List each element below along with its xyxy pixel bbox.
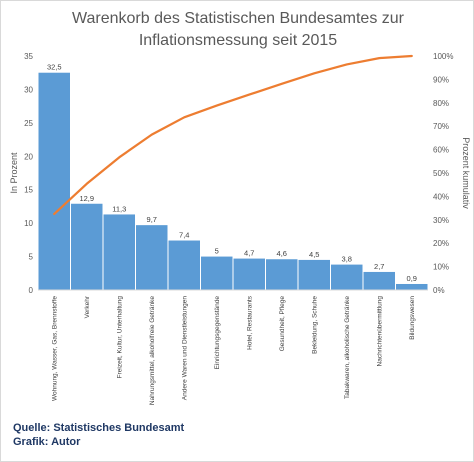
- y-tick-label: 30: [24, 85, 33, 94]
- chart-title-line-2: Inflationsmessung seit 2015: [139, 32, 337, 49]
- data-label: 2,7: [374, 262, 384, 271]
- y2-tick-label: 40%: [433, 192, 449, 201]
- chart-title-line-1: Warenkorb des Statistischen Bundesamtes …: [72, 10, 405, 27]
- data-label: 5: [215, 247, 219, 256]
- category-label: Tabakwaren, alkoholische Getränke: [344, 296, 351, 399]
- y-tick-label: 25: [24, 119, 33, 128]
- y-tick-label: 35: [24, 52, 33, 61]
- data-label: 3,8: [342, 255, 352, 264]
- y2-tick-label: 10%: [433, 263, 449, 272]
- y-tick-label: 20: [24, 152, 33, 161]
- data-label: 12,9: [79, 194, 94, 203]
- category-label: Verkehr: [84, 295, 91, 318]
- bar: [331, 264, 363, 290]
- y2-tick-label: 80%: [433, 99, 449, 108]
- data-label: 11,3: [112, 204, 126, 213]
- bar: [298, 259, 330, 290]
- data-label: 32,5: [47, 63, 62, 72]
- y2-axis-title: Prozent kumulativ: [461, 137, 471, 209]
- data-label: 9,7: [147, 215, 157, 224]
- y2-tick-label: 30%: [433, 216, 449, 225]
- y2-tick-label: 0%: [433, 286, 445, 295]
- y2-tick-label: 70%: [433, 122, 449, 131]
- cumulative-line: [53, 54, 413, 216]
- category-label: Bekleidung, Schuhe: [311, 296, 318, 354]
- category-label: Andere Waren und Dienstleistungen: [181, 296, 188, 401]
- bar: [233, 258, 265, 290]
- category-label: Hotel, Restaurants: [246, 295, 253, 350]
- y-tick-label: 0: [29, 286, 34, 295]
- bar: [363, 271, 395, 290]
- data-label: 0,9: [407, 274, 417, 283]
- y2-tick-label: 60%: [433, 146, 449, 155]
- data-label: 4,7: [244, 249, 254, 258]
- y-tick-label: 10: [24, 219, 33, 228]
- y-tick-label: 5: [29, 253, 34, 262]
- source-line: Quelle: Statistisches Bundesamt: [13, 422, 185, 434]
- source-note: Quelle: Statistisches Bundesamt Grafik: …: [13, 421, 184, 449]
- y2-tick-label: 20%: [433, 239, 449, 248]
- data-label: 4,5: [309, 250, 319, 259]
- data-label: 7,4: [179, 231, 189, 240]
- bar: [396, 283, 428, 290]
- data-label: 4,6: [277, 249, 287, 258]
- bar: [136, 225, 168, 290]
- category-label: Wohnung, Wasser, Gas, Brennstoffe: [51, 296, 58, 401]
- bar: [103, 214, 135, 290]
- bar: [38, 72, 70, 290]
- category-label: Nahrungsmittel, alkoholfreie Getränke: [149, 296, 156, 405]
- y2-tick-label: 90%: [433, 75, 449, 84]
- bar: [168, 240, 200, 290]
- category-label: Einrichtungsgegenstände: [214, 296, 221, 370]
- y2-tick-label: 50%: [433, 169, 449, 178]
- bar: [201, 256, 233, 290]
- y-tick-label: 15: [24, 186, 33, 195]
- category-label: Bildungswesen: [409, 296, 416, 340]
- bar: [71, 203, 103, 290]
- y-axis-title: In Prozent: [9, 152, 19, 194]
- author-line: Grafik: Autor: [13, 436, 81, 448]
- category-label: Nachrichtenübermittlung: [376, 296, 383, 367]
- bar: [266, 259, 298, 290]
- y2-tick-label: 100%: [433, 52, 453, 61]
- category-label: Freizeit, Kultur, Unterhaltung: [116, 296, 123, 379]
- pareto-chart: Warenkorb des Statistischen Bundesamtes …: [9, 10, 471, 405]
- category-label: Gesundheit, Pflege: [279, 296, 286, 352]
